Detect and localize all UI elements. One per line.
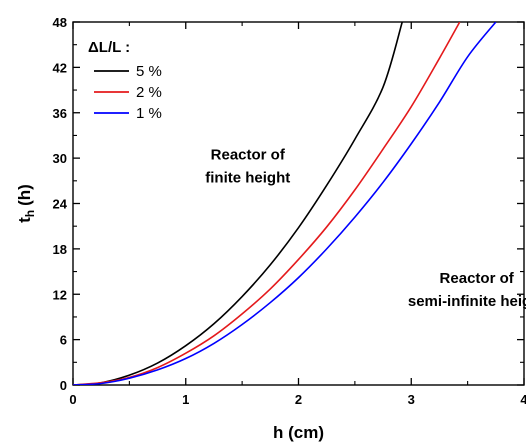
x-axis-title: h (cm) xyxy=(273,423,324,442)
series-line-0 xyxy=(73,22,403,385)
annotation-0-line-1: finite height xyxy=(205,170,290,187)
legend-label-0: 5 % xyxy=(136,63,162,80)
annotation-1-line-0: Reactor of xyxy=(440,270,515,287)
series-line-1 xyxy=(73,22,461,385)
legend-label-1: 2 % xyxy=(136,84,162,101)
x-tick-label: 1 xyxy=(182,392,189,407)
x-tick-label: 4 xyxy=(520,392,526,407)
y-tick-label: 30 xyxy=(53,151,67,166)
legend: ΔL/L : 5 % 2 % 1 % xyxy=(88,39,162,122)
x-tick-label: 2 xyxy=(295,392,302,407)
annotation-1-line-1: semi-infinite height xyxy=(408,293,526,310)
y-tick-label: 0 xyxy=(60,378,67,393)
y-axis-title: th(h) xyxy=(15,184,37,223)
annotations: Reactor of finite height Reactor of semi-in… xyxy=(205,147,526,310)
y-tick-label: 24 xyxy=(53,197,68,212)
annotation-0-line-0: Reactor of xyxy=(211,147,286,164)
x-tick-label: 0 xyxy=(69,392,76,407)
y-tick-label: 36 xyxy=(53,106,67,121)
legend-label-2: 1 % xyxy=(136,105,162,122)
y-tick-label: 48 xyxy=(53,15,67,30)
y-tick-label: 12 xyxy=(53,287,67,302)
y-tick-label: 6 xyxy=(60,333,67,348)
y-tick-label: 42 xyxy=(53,60,67,75)
x-tick-label: 3 xyxy=(408,392,415,407)
legend-title: ΔL/L : xyxy=(88,39,130,56)
series-layer xyxy=(73,22,497,385)
y-tick-label: 18 xyxy=(53,242,67,257)
series-line-2 xyxy=(73,22,497,385)
